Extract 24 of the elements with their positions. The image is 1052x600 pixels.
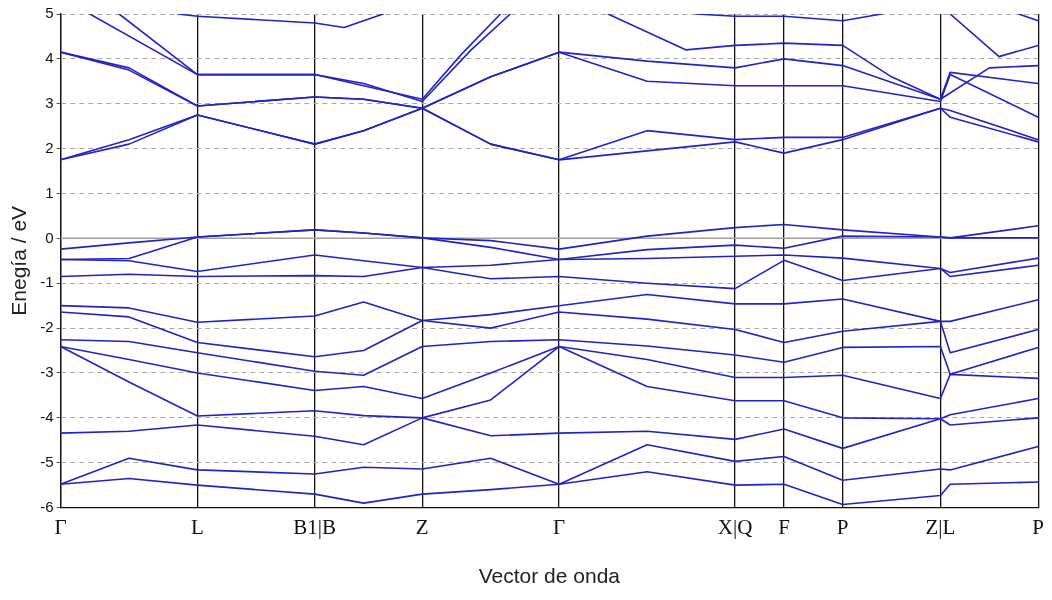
y-tick-label: -6 xyxy=(40,497,54,515)
y-tick-label: -1 xyxy=(40,273,54,291)
y-tick-label: -5 xyxy=(40,452,54,470)
y-tick-label: 1 xyxy=(45,183,54,201)
y-tick-label: 4 xyxy=(45,49,54,67)
y-tick-label: 5 xyxy=(45,4,54,22)
x-tick-label: B1|B xyxy=(293,514,337,539)
x-tick-label: X|Q xyxy=(717,514,753,539)
x-tick-label: Γ xyxy=(553,514,566,539)
x-tick-label: Γ xyxy=(54,514,67,539)
y-tick-label: -4 xyxy=(40,408,54,425)
x-tick-label: P xyxy=(836,514,849,539)
y-tick-label: -3 xyxy=(40,363,54,381)
x-axis-title: Vector de onda xyxy=(478,564,621,588)
x-tick-label: Z|L xyxy=(925,514,956,539)
y-tick-label: 2 xyxy=(45,138,54,156)
y-tick-label: 3 xyxy=(45,93,54,111)
y-tick-label: -2 xyxy=(40,318,54,336)
x-tick-label: Z xyxy=(415,514,429,539)
x-tick-label: P xyxy=(1032,514,1044,539)
y-tick-label: 0 xyxy=(45,228,54,246)
x-tick-label: F xyxy=(778,514,790,539)
y-axis-title: Enegía / eV xyxy=(7,205,31,316)
x-tick-label: L xyxy=(190,514,204,539)
